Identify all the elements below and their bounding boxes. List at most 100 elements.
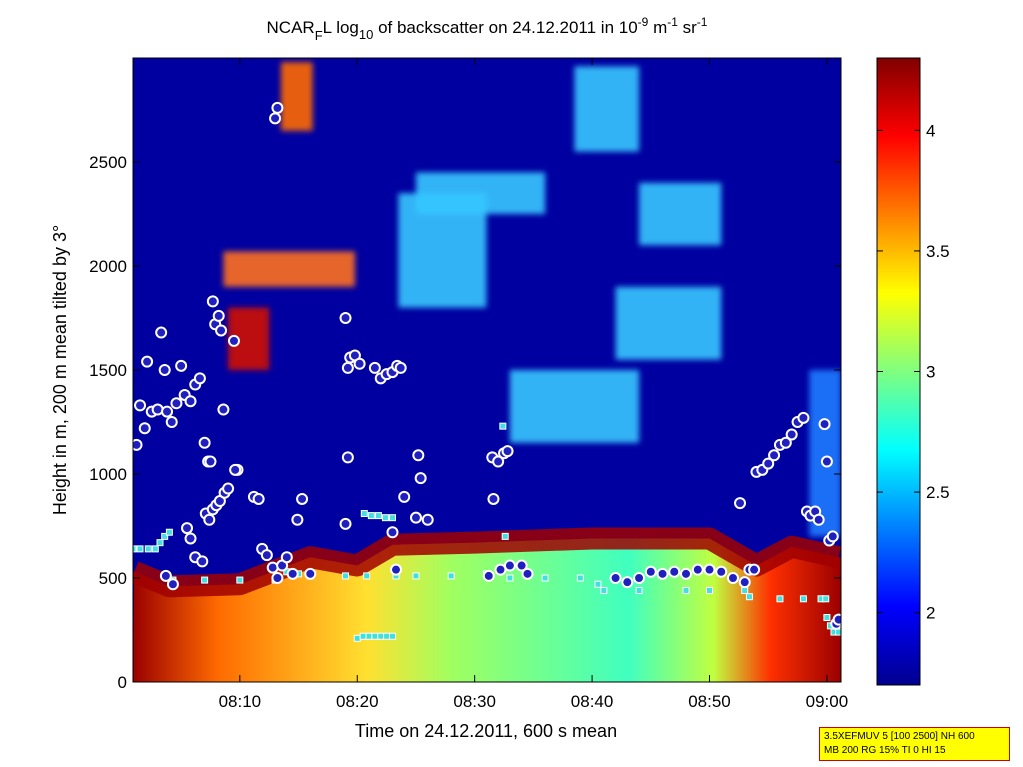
boundary-circle-point bbox=[134, 399, 147, 412]
boundary-circle-point bbox=[260, 549, 273, 562]
boundary-circle-point bbox=[409, 511, 422, 524]
boundary-circle-point bbox=[206, 295, 219, 308]
colorbar-tick-label: 4 bbox=[926, 121, 935, 140]
x-tick-label: 08:40 bbox=[571, 692, 614, 711]
boundary-square-point bbox=[705, 586, 713, 594]
boundary-square-point bbox=[799, 595, 807, 603]
y-tick-label: 1500 bbox=[89, 361, 127, 380]
boundary-circle-point bbox=[609, 572, 622, 584]
cloud-layer bbox=[223, 251, 355, 287]
boundary-circle-point bbox=[296, 492, 309, 505]
boundary-circle-point bbox=[133, 438, 143, 451]
boundary-circle-point bbox=[175, 359, 188, 372]
boundary-circle-point bbox=[421, 513, 434, 526]
boundary-circle-point bbox=[181, 522, 194, 535]
boundary-circle-point bbox=[503, 559, 516, 572]
boundary-square-point bbox=[745, 593, 753, 601]
y-tick-label: 2500 bbox=[89, 153, 127, 172]
boundary-circle-point bbox=[414, 472, 427, 485]
boundary-circle-point bbox=[166, 578, 179, 591]
boundary-circle-point bbox=[212, 309, 225, 322]
boundary-circle-point bbox=[184, 395, 197, 408]
boundary-square-point bbox=[383, 632, 391, 640]
boundary-square-point bbox=[388, 514, 396, 522]
cloud-layer bbox=[415, 172, 546, 214]
boundary-square-point bbox=[151, 545, 159, 553]
boundary-circle-point bbox=[797, 411, 810, 424]
colorbar-ticks: 2 2.5 3 3.5 4 bbox=[877, 121, 950, 623]
y-tick-label: 0 bbox=[118, 673, 127, 692]
boundary-circle-point bbox=[501, 445, 514, 458]
boundary-square-point bbox=[371, 632, 379, 640]
boundary-square-point bbox=[594, 580, 602, 588]
boundary-circle-point bbox=[734, 497, 747, 510]
boundary-circle-point bbox=[198, 436, 211, 449]
boundary-circle-point bbox=[229, 463, 242, 476]
boundary-circle-point bbox=[521, 567, 534, 580]
boundary-square-point bbox=[823, 614, 831, 622]
boundary-circle-point bbox=[141, 355, 154, 368]
cloud-layer bbox=[615, 286, 722, 360]
x-axis: 08:10 08:20 08:30 08:40 08:50 09:00 bbox=[219, 58, 848, 711]
boundary-square-point bbox=[359, 632, 367, 640]
boundary-markers bbox=[133, 101, 841, 642]
boundary-circle-point bbox=[291, 513, 304, 526]
boundary-circle-point bbox=[286, 567, 299, 580]
y-axis: 0 500 1000 1500 2000 2500 bbox=[89, 153, 841, 692]
boundary-circle-point bbox=[633, 572, 646, 584]
y-tick-label: 1000 bbox=[89, 465, 127, 484]
boundary-square-point bbox=[635, 586, 643, 594]
boundary-circle-point bbox=[161, 405, 174, 418]
boundary-circle-point bbox=[269, 112, 282, 125]
cloud-layers bbox=[223, 62, 841, 537]
boundary-square-point bbox=[506, 574, 514, 582]
x-tick-label: 08:20 bbox=[336, 692, 379, 711]
boundary-square-point bbox=[377, 632, 385, 640]
aerosol-top-band bbox=[133, 527, 841, 598]
boundary-square-point bbox=[136, 545, 144, 553]
boundary-circle-point bbox=[668, 565, 681, 578]
badge-line-1: 3.5XEFMUV 5 [100 2500] NH 600 bbox=[824, 731, 975, 742]
boundary-circle-point bbox=[368, 361, 381, 374]
boundary-square-point bbox=[374, 512, 382, 520]
cloud-layer bbox=[509, 370, 640, 443]
y-tick-label: 2000 bbox=[89, 257, 127, 276]
boundary-circle-point bbox=[492, 455, 505, 468]
cloud-layer bbox=[574, 66, 640, 152]
boundary-square-point bbox=[541, 574, 549, 582]
boundary-circle-point bbox=[779, 436, 792, 449]
boundary-circle-point bbox=[482, 569, 495, 582]
boundary-circle-point bbox=[353, 357, 366, 370]
boundary-circle-point bbox=[155, 326, 168, 339]
boundary-square-point bbox=[600, 586, 608, 594]
boundary-square-point bbox=[447, 572, 455, 580]
boundary-circle-point bbox=[715, 565, 728, 578]
colorbar-tick-label: 3 bbox=[926, 363, 935, 382]
cloud-layer bbox=[639, 182, 722, 246]
boundary-circle-point bbox=[644, 565, 657, 578]
boundary-square-point bbox=[342, 572, 350, 580]
boundary-circle-point bbox=[390, 563, 403, 576]
boundary-square-point bbox=[576, 574, 584, 582]
badge-line-2: MB 200 RG 15% TI 0 HI 15 bbox=[824, 745, 946, 756]
boundary-circle-point bbox=[703, 563, 716, 576]
boundary-square-point bbox=[501, 532, 509, 540]
boundary-circle-point bbox=[138, 422, 151, 435]
boundary-circle-point bbox=[304, 567, 317, 580]
boundary-circle-point bbox=[196, 555, 209, 568]
boundary-circle-point bbox=[252, 492, 265, 505]
boundary-circle-point bbox=[785, 428, 798, 441]
y-tick-label: 500 bbox=[99, 569, 127, 588]
boundary-circle-point bbox=[203, 513, 216, 526]
boundary-circle-point bbox=[193, 372, 206, 385]
x-axis-label: Time on 24.12.2011, 600 s mean bbox=[355, 721, 617, 741]
boundary-circle-point bbox=[691, 563, 704, 576]
boundary-square-point bbox=[682, 586, 690, 594]
boundary-circle-point bbox=[826, 530, 839, 543]
boundary-circle-point bbox=[271, 572, 284, 584]
x-tick-label: 08:10 bbox=[219, 692, 262, 711]
boundary-square-point bbox=[776, 595, 784, 603]
boundary-circle-point bbox=[159, 569, 172, 582]
boundary-circle-point bbox=[280, 551, 293, 564]
boundary-circle-point bbox=[158, 364, 171, 376]
